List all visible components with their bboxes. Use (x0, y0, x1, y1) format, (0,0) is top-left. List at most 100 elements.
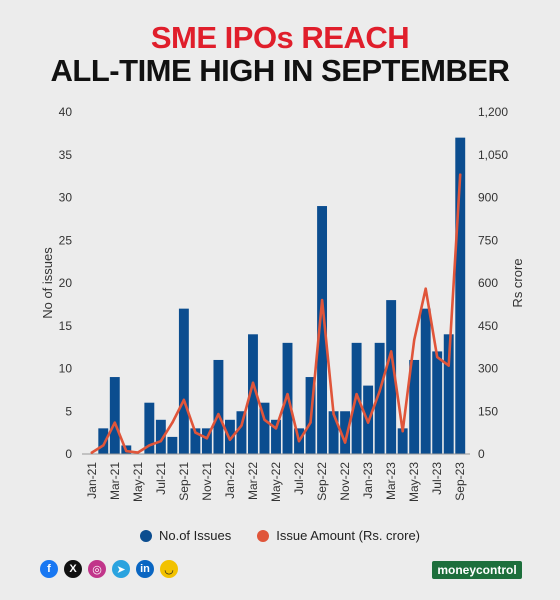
y-left-tick-label-4: 20 (59, 276, 73, 290)
linkedin-icon[interactable]: in (136, 560, 154, 578)
bar-11 (213, 359, 224, 454)
line-point-19 (309, 421, 312, 424)
line-point-23 (355, 392, 358, 396)
x-tick-label-2: May-21 (131, 462, 145, 502)
bar-10 (201, 428, 212, 454)
x-tick-label-9: Jul-22 (292, 462, 306, 495)
bar-7 (167, 436, 178, 454)
bar-31 (443, 334, 454, 454)
x-tick-label-16: Sep-23 (453, 462, 467, 501)
line-point-13 (240, 424, 243, 427)
moneycontrol-logo: moneycontrol (432, 561, 522, 579)
bar-1 (98, 428, 109, 454)
bar-9 (190, 428, 201, 454)
chart-area: 0 5 10 15 20 25 30 35 40 0 150 300 450 600 750 900 1,050… (40, 105, 525, 502)
instagram-icon[interactable]: ◎ (88, 560, 106, 578)
line-point-17 (286, 392, 289, 396)
facebook-icon[interactable]: f (40, 560, 58, 578)
line-point-7 (171, 421, 174, 424)
line-point-16 (274, 427, 278, 430)
legend-label-issues: No.of Issues (158, 528, 232, 543)
y-right-tick-label-3: 450 (478, 319, 498, 333)
bar-21 (328, 411, 339, 454)
x-tick-label-6: Jan-22 (223, 462, 237, 499)
line-point-21 (332, 412, 335, 416)
bar-6 (155, 419, 166, 454)
bar-27 (397, 428, 408, 454)
telegram-icon[interactable]: ➤ (112, 560, 130, 578)
x-tick-label-1: Mar-21 (108, 462, 122, 500)
line-point-32 (459, 173, 462, 176)
y-right-tick-label-7: 1,050 (478, 148, 508, 162)
line-point-28 (412, 338, 416, 342)
y-left-tick-label-0: 0 (65, 447, 72, 461)
line-point-27 (401, 430, 404, 433)
x-tick-label-4: Sep-21 (177, 462, 191, 501)
bar-28 (409, 359, 420, 454)
chart-title-line2: ALL-TIME HIGH IN SEPTEMBER (50, 53, 510, 88)
line-point-9 (194, 431, 197, 434)
y-right-tick-label-2: 300 (478, 362, 498, 376)
y-right-tick-label-0: 0 (478, 447, 485, 461)
chart-title-line1: SME IPOs REACH (150, 20, 410, 55)
line-point-10 (205, 437, 209, 440)
line-point-3 (125, 449, 128, 453)
legend-item-issues: No.of Issues (139, 528, 232, 543)
line-point-18 (297, 439, 301, 443)
x-tick-label-13: Mar-23 (384, 462, 398, 500)
x-tick-label-3: Jul-21 (154, 462, 168, 495)
y-right-axis-label: Rs crore (510, 258, 525, 307)
social-icons: f X ◎ ➤ in ◡ (40, 560, 178, 578)
x-tick-label-10: Sep-22 (315, 462, 329, 501)
line-point-8 (182, 398, 186, 402)
bar-29 (420, 308, 431, 454)
legend: No.of Issues Issue Amount (Rs. crore) (0, 528, 560, 543)
x-tick-label-0: Jan-21 (85, 462, 99, 499)
bar-25 (374, 342, 385, 454)
snapchat-icon[interactable]: ◡ (160, 560, 178, 578)
bar-26 (386, 300, 397, 454)
line-point-4 (136, 451, 140, 454)
bar-14 (248, 334, 258, 454)
bar-30 (432, 351, 443, 454)
bar-8 (178, 308, 189, 454)
line-point-6 (159, 439, 163, 443)
y-left-tick-label-7: 35 (59, 148, 73, 162)
bar-5 (144, 402, 155, 454)
bar-15 (259, 402, 270, 454)
x-tick-label-12: Jan-23 (361, 462, 375, 499)
y-right-tick-label-5: 750 (478, 233, 498, 247)
line-point-22 (343, 441, 347, 444)
x-icon[interactable]: X (64, 560, 82, 578)
line-point-1 (102, 444, 105, 447)
line-point-12 (228, 438, 232, 441)
y-left-axis-label: No of issues (40, 247, 55, 319)
line-point-26 (389, 350, 393, 353)
line-point-31 (447, 364, 450, 367)
bar-22 (340, 411, 351, 454)
line-point-0 (90, 451, 93, 454)
bar-2 (109, 377, 120, 454)
legend-item-amount: Issue Amount (Rs. crore) (257, 528, 420, 543)
bar-20 (317, 206, 328, 454)
y-right-tick-label-4: 600 (478, 276, 498, 290)
y-left-tick-label-1: 5 (65, 404, 72, 418)
y-left-tick-label-5: 25 (59, 233, 73, 247)
legend-dot-issues (139, 529, 152, 542)
line-point-11 (217, 412, 220, 416)
y-left-tick-label-2: 10 (59, 362, 73, 376)
line-point-29 (424, 287, 427, 290)
legend-dot-amount (257, 529, 270, 542)
y-right-tick-label-8: 1,200 (478, 105, 508, 119)
bar-16 (271, 419, 281, 454)
line-point-24 (366, 421, 370, 424)
y-left-tick-label-8: 40 (59, 105, 73, 119)
x-tick-label-7: Mar-22 (246, 462, 260, 500)
line-point-14 (251, 381, 255, 384)
line-point-15 (263, 418, 266, 421)
bar-13 (236, 411, 247, 454)
y-right-tick-label-6: 900 (478, 191, 498, 205)
line-point-30 (436, 355, 439, 359)
y-right-tick-label-1: 150 (478, 404, 498, 418)
line-point-25 (378, 390, 381, 393)
